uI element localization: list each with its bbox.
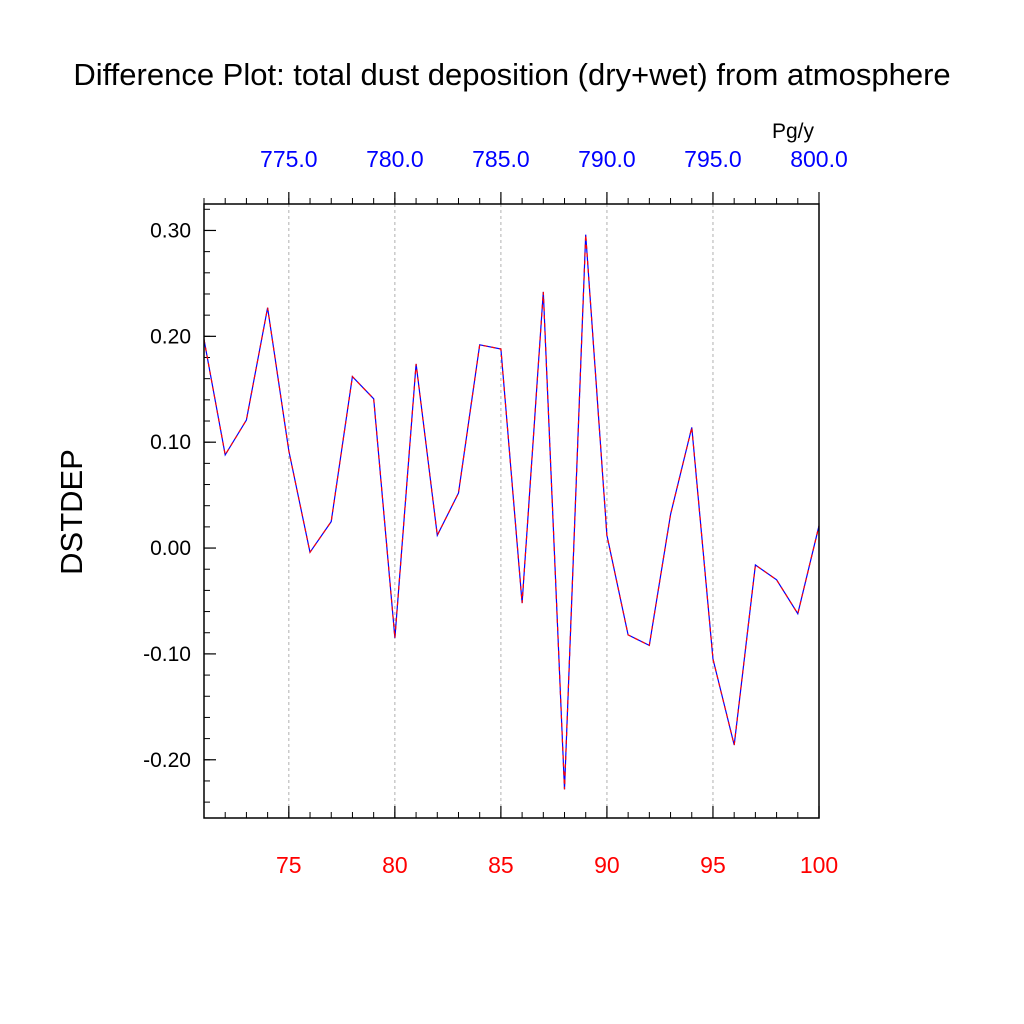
top-axis-unit-label: Pg/y bbox=[772, 120, 815, 143]
y-tick-label: 0.10 bbox=[150, 431, 191, 454]
y-tick-label: 0.30 bbox=[150, 219, 191, 242]
y-tick-label: 0.20 bbox=[150, 325, 191, 348]
y-axis-label: DSTDEP bbox=[54, 449, 89, 575]
tick-labels: 75 80 85 90 95 100 775.0 780.0 785.0 790.0 795.0 80… bbox=[143, 146, 848, 878]
series-line bbox=[203, 234, 820, 790]
top-tick-label: 790.0 bbox=[578, 146, 636, 172]
plot-frame bbox=[203, 203, 820, 819]
x-tick-label: 80 bbox=[382, 852, 408, 878]
top-tick-label: 800.0 bbox=[790, 146, 848, 172]
series-line-blue bbox=[203, 234, 820, 790]
x-tick-label: 90 bbox=[594, 852, 620, 878]
top-tick-label: 780.0 bbox=[366, 146, 424, 172]
x-tick-label: 85 bbox=[488, 852, 514, 878]
top-tick-label: 775.0 bbox=[260, 146, 318, 172]
y-tick-label: 0.00 bbox=[150, 537, 191, 560]
x-tick-label: 95 bbox=[700, 852, 726, 878]
major-ticks bbox=[204, 192, 820, 818]
top-tick-label: 795.0 bbox=[684, 146, 742, 172]
chart-title: Difference Plot: total dust deposition (… bbox=[73, 57, 951, 92]
top-tick-label: 785.0 bbox=[472, 146, 530, 172]
y-tick-label: -0.20 bbox=[143, 749, 191, 772]
y-tick-label: -0.10 bbox=[143, 643, 191, 666]
x-tick-label: 100 bbox=[800, 852, 838, 878]
minor-ticks bbox=[203, 198, 820, 818]
grid-lines bbox=[288, 204, 714, 818]
series-line-red bbox=[203, 234, 820, 790]
x-tick-label: 75 bbox=[276, 852, 302, 878]
